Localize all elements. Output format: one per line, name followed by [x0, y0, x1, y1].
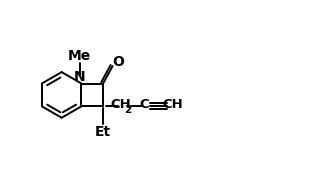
- Text: N: N: [74, 69, 86, 84]
- Text: C: C: [140, 98, 150, 111]
- Text: CH: CH: [110, 98, 131, 111]
- Text: Et: Et: [95, 125, 111, 139]
- Text: Me: Me: [68, 49, 91, 63]
- Text: 2: 2: [124, 105, 131, 115]
- Text: CH: CH: [162, 98, 183, 111]
- Text: O: O: [112, 55, 124, 69]
